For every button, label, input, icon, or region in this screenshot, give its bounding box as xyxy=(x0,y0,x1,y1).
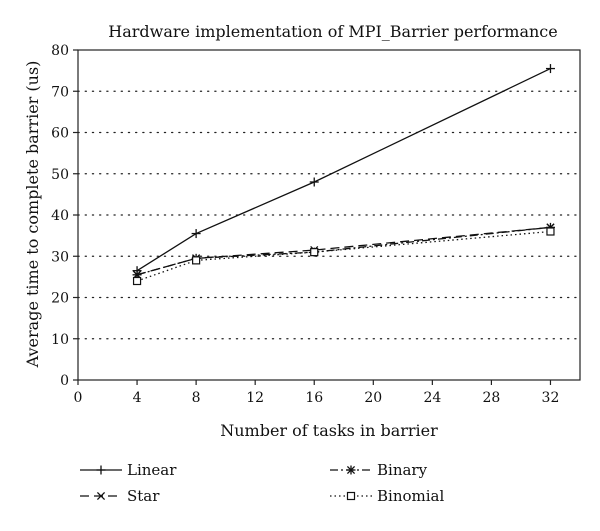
data-point-binomial xyxy=(546,227,555,236)
data-point-linear xyxy=(191,229,201,239)
series-line-binomial xyxy=(136,230,551,282)
legend-marker-star xyxy=(96,491,106,501)
x-tick-label: 8 xyxy=(192,390,201,406)
x-tick-label: 12 xyxy=(246,390,264,406)
legend-item-star: Star xyxy=(80,487,160,505)
legend-marker-binary xyxy=(346,465,356,475)
series-line-linear xyxy=(136,67,551,272)
legend-item-linear: Linear xyxy=(80,461,177,479)
legend-item-binomial: Binomial xyxy=(330,487,444,505)
y-axis-label: Average time to complete barrier (us) xyxy=(23,61,42,369)
y-tick-label: 20 xyxy=(51,291,69,307)
data-point-linear xyxy=(545,64,555,74)
y-tick-label: 70 xyxy=(51,84,69,100)
y-tick-label: 80 xyxy=(51,43,69,59)
x-tick-label: 0 xyxy=(74,390,83,406)
y-tick-label: 40 xyxy=(51,208,69,224)
x-tick-label: 28 xyxy=(482,390,500,406)
x-tick-label: 4 xyxy=(133,390,142,406)
series-line-star xyxy=(136,226,551,276)
y-tick-label: 50 xyxy=(51,167,69,183)
x-axis-label: Number of tasks in barrier xyxy=(220,421,438,440)
legend-item-binary: Binary xyxy=(330,461,428,479)
series-line-binary xyxy=(136,226,551,276)
data-point-linear xyxy=(309,177,319,187)
x-tick-label: 32 xyxy=(542,390,560,406)
x-tick-label: 20 xyxy=(364,390,382,406)
legend-marker-binomial xyxy=(346,491,356,501)
legend-marker-linear xyxy=(96,465,106,475)
x-tick-label: 16 xyxy=(305,390,323,406)
y-tick-label: 10 xyxy=(51,332,69,348)
legend-label-star: Star xyxy=(127,487,160,505)
legend-label-binary: Binary xyxy=(377,461,428,479)
legend-label-binomial: Binomial xyxy=(377,487,444,505)
data-point-binomial xyxy=(310,248,319,257)
y-tick-label: 60 xyxy=(51,126,69,142)
plot-frame xyxy=(77,49,581,381)
legend-label-linear: Linear xyxy=(127,461,177,479)
y-tick-label: 30 xyxy=(51,249,69,265)
y-tick-label: 0 xyxy=(60,373,69,389)
chart-title: Hardware implementation of MPI_Barrier p… xyxy=(108,22,557,41)
data-point-binomial xyxy=(192,256,201,265)
data-point-binomial xyxy=(132,276,142,286)
x-tick-label: 24 xyxy=(423,390,441,406)
